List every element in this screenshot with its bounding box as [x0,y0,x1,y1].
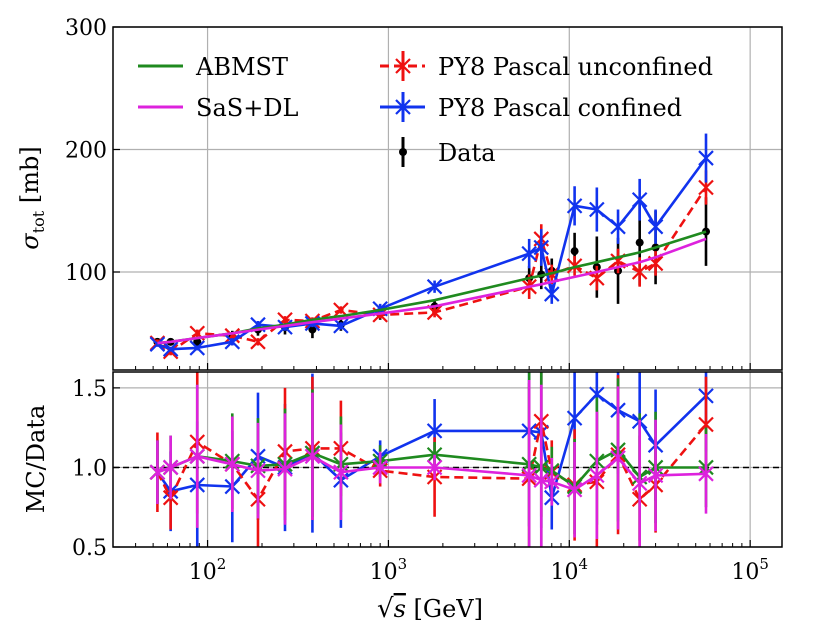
x-tick-label: 104 [551,555,589,585]
bottom-marker-sasdl [589,467,605,484]
legend-label-abmst: ABMST [195,53,288,81]
legend-item-abmst: ABMST [138,53,288,81]
bottom-ytick-label: 1.5 [72,377,107,402]
legend-marker [395,58,411,74]
top-panel: 100 200 300 ABMST SaS+DL PY8 Pascal unconf… [16,16,783,371]
top-marker-confined [589,201,605,218]
bottom-marker-abmst [426,446,443,463]
bottom-series [149,372,714,547]
legend-item-sasdl: SaS+DL [138,94,299,122]
bottom-ticks: 102 103 104 105 0.5 1.0 1.5 [72,377,769,585]
bottom-series-sasdl [149,379,714,547]
bottom-marker-sasdl [149,464,166,481]
top-series-confined [149,133,714,357]
top-legend: ABMST SaS+DL PY8 Pascal unconfined PY8 P… [138,51,713,167]
legend-swatch-data [399,137,407,167]
legend-item-confined: PY8 Pascal confined [380,92,682,122]
legend-swatch-confined [380,92,425,122]
bottom-ytick-label: 0.5 [72,536,107,561]
data-point [635,238,644,247]
bottom-marker-sasdl [610,450,626,466]
bottom-marker-sasdl [224,456,241,473]
bottom-marker-confined [566,410,583,426]
legend-swatch-unconfined [380,51,425,81]
top-axes-frame [112,26,783,371]
bottom-marker-sasdl [277,461,293,477]
legend-marker [399,148,407,156]
bottom-marker-sasdl [647,467,664,484]
top-marker-confined [631,191,648,208]
bottom-panel: 102 103 104 105 0.5 1.0 1.5 MC/Data √s [GeV] [22,371,783,624]
bottom-marker-sasdl [426,459,443,476]
legend-label-sasdl: SaS+DL [196,94,299,122]
legend-label-data: Data [438,139,496,167]
top-series-sasdl [157,237,707,345]
x-axis-label: √s [GeV] [377,594,483,624]
bottom-marker-sasdl [304,448,321,465]
top-ytick-label: 300 [65,16,107,41]
bottom-marker-sasdl [250,462,266,479]
top-marker-unconfined [250,334,266,350]
top-marker-confined [533,239,550,256]
x-tick-label: 105 [731,555,769,585]
top-marker-unconfined [698,179,714,196]
bottom-marker-sasdl [372,459,388,476]
top-marker-confined [189,340,206,356]
data-point [193,337,202,346]
bottom-marker-sasdl [631,475,648,492]
data-point [308,325,317,334]
bottom-marker-confined [589,386,605,403]
top-marker-confined [162,341,179,357]
top-marker-confined [566,198,583,214]
top-marker-confined [521,245,537,262]
bottom-line-confined [156,392,707,500]
top-ytick-label: 100 [65,261,107,286]
top-marker-confined [149,336,166,353]
data-point [570,247,579,256]
bottom-ytick-label: 1.0 [72,456,107,481]
x-tick-label: 102 [189,555,227,585]
bottom-series-unconfined [149,372,714,547]
bottom-marker-unconfined [698,416,714,433]
top-marker-unconfined [631,264,648,280]
bottom-marker-sasdl [333,464,349,481]
bottom-marker-sasdl [189,448,206,465]
legend-item-unconfined: PY8 Pascal unconfined [380,51,713,81]
legend-item-data: Data [399,137,496,167]
legend-label-confined: PY8 Pascal confined [438,94,682,122]
top-ylabel: σtot [mb] [16,146,48,249]
top-ytick-label: 200 [65,139,107,164]
top-marker-confined [647,218,664,235]
top-marker-confined [224,334,241,350]
bottom-marker-sasdl [698,466,714,482]
bottom-marker-sasdl [543,473,560,490]
top-marker-confined [426,278,443,295]
top-line-confined [156,157,708,351]
bottom-ylabel: MC/Data [22,405,50,514]
bottom-marker-sasdl [566,481,583,498]
bottom-marker-confined [426,423,443,439]
bottom-marker-sasdl [521,467,537,484]
top-marker-confined [610,218,626,235]
top-series [149,133,714,360]
bottom-series-confined [149,372,714,547]
top-marker-confined [333,318,349,334]
top-marker-unconfined [224,327,241,344]
top-ticks: 100 200 300 [65,16,751,370]
top-marker-confined [698,150,714,166]
top-marker-confined [543,286,560,302]
bottom-axes-frame [112,371,783,548]
top-line-sasdl [157,237,707,345]
top-line-unconfined [156,186,708,353]
legend-label-unconfined: PY8 Pascal unconfined [438,53,713,81]
bottom-marker-sasdl [162,459,179,476]
x-tick-label: 103 [370,555,408,585]
legend-marker [395,99,411,115]
